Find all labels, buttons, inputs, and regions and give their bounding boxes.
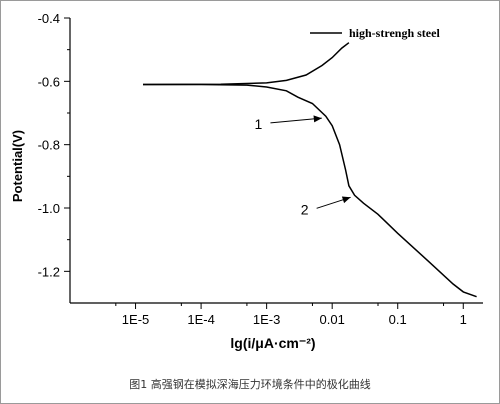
x-tick-label: 1E-4 bbox=[187, 312, 214, 327]
y-tick-label: -0.8 bbox=[38, 138, 60, 153]
x-axis-title: lg(i/μA·cm⁻²) bbox=[230, 335, 315, 351]
annotation-arrowhead bbox=[313, 115, 322, 123]
annotation-arrow-line bbox=[270, 117, 322, 124]
y-axis-title: Potential(V) bbox=[10, 130, 25, 202]
x-tick-label: 0.01 bbox=[320, 312, 345, 327]
cathodic-curve bbox=[143, 83, 477, 298]
curves bbox=[142, 42, 477, 298]
x-tick-label: 1E-3 bbox=[253, 312, 280, 327]
y-tick-label: -0.4 bbox=[38, 11, 60, 26]
x-tick-label: 1E-5 bbox=[122, 312, 149, 327]
legend-label: high-strengh steel bbox=[349, 26, 440, 40]
annotation-arrowhead bbox=[341, 196, 351, 204]
axes bbox=[69, 18, 483, 304]
y-tick-label: -1.0 bbox=[38, 201, 60, 216]
annotation-label: 1 bbox=[255, 116, 263, 132]
figure-caption: 图1 高强钢在模拟深海压力环境条件中的极化曲线 bbox=[129, 378, 371, 391]
y-tick-label: -1.2 bbox=[38, 264, 60, 279]
anodic-curve bbox=[142, 42, 350, 86]
y-tick-label: -0.6 bbox=[38, 74, 60, 89]
x-tick-label: 1 bbox=[460, 312, 467, 327]
legend: high-strengh steel bbox=[310, 26, 440, 40]
annotations: 12 bbox=[255, 115, 351, 217]
ticks: 1E-5 1E-4 1E-3 0.01 0.1 1 -0.4 -0.6 -0.8 -1.0 -1.2 bbox=[38, 11, 467, 327]
annotation-label: 2 bbox=[301, 201, 309, 217]
x-tick-label: 0.1 bbox=[389, 312, 407, 327]
